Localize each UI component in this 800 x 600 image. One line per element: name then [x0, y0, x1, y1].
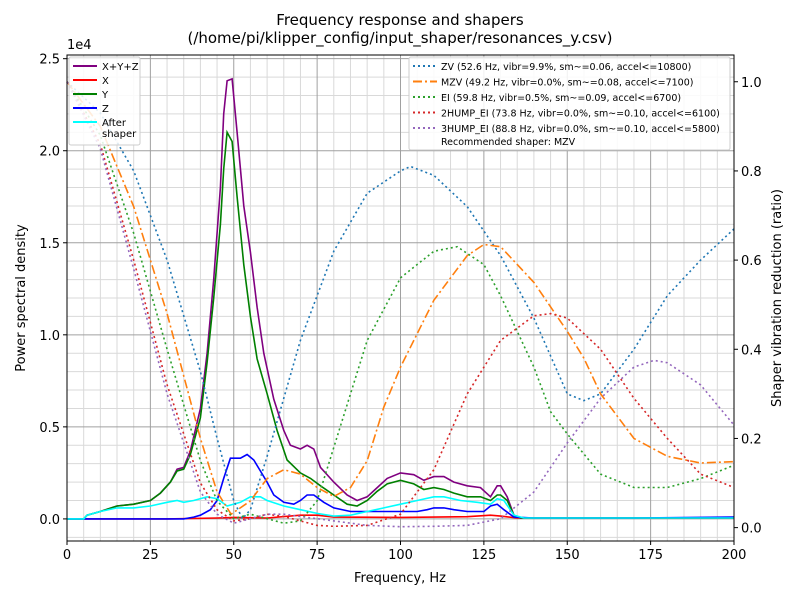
- x-tick-label: 200: [722, 548, 747, 563]
- y-tick-label: 2.5: [39, 53, 60, 68]
- x-tick-label: 125: [471, 548, 496, 563]
- y-tick-label: 0.5: [39, 421, 60, 436]
- legend-psd-label: X: [102, 76, 109, 87]
- shaper-series-line: [66, 81, 735, 516]
- legend-shaper-label: ZV (52.6 Hz, vibr=9.9%, sm~=0.06, accel<…: [441, 62, 691, 73]
- x-tick-label: 25: [142, 548, 159, 563]
- y-axis-left: 0.0 0.5 1.0 1.5 2.0 2.5: [39, 53, 67, 528]
- y-axis-label: Power spectral density: [14, 224, 29, 372]
- y-axis-right: 0.0 0.2 0.4 0.6 0.8 1.0: [734, 76, 762, 537]
- y2-tick-label: 0.2: [741, 432, 762, 447]
- legend-recommended-shaper: Recommended shaper: MZV: [441, 137, 576, 148]
- x-tick-label: 150: [555, 548, 580, 563]
- legend-shaper-label: MZV (49.2 Hz, vibr=0.0%, sm~=0.08, accel…: [441, 78, 693, 89]
- legend-shaper-label: EI (59.8 Hz, vibr=0.5%, sm~=0.09, accel<…: [441, 93, 681, 104]
- y2-tick-label: 0.6: [741, 254, 762, 269]
- chart-subtitle: (/home/pi/klipper_config/input_shaper/re…: [187, 29, 612, 48]
- x-tick-label: 75: [309, 548, 326, 563]
- legend-shaper-label: 2HUMP_EI (73.8 Hz, vibr=0.0%, sm~=0.10, …: [441, 109, 720, 120]
- chart-title: Frequency response and shapers: [276, 11, 524, 29]
- y2-axis-label: Shaper vibration reduction (ratio): [770, 189, 785, 407]
- x-axis: 0 25 50 75 100 125 150 175 200: [63, 541, 747, 563]
- y-offset-label: 1e4: [67, 38, 92, 53]
- psd-lines: [67, 77, 735, 520]
- legend-psd-label: shaper: [102, 129, 137, 140]
- psd-series-line: [67, 129, 734, 520]
- psd-series-line: [67, 453, 735, 520]
- legend-psd-label: X+Y+Z: [102, 62, 139, 73]
- y2-tick-label: 0.8: [741, 165, 762, 180]
- legend-psd-label: After: [102, 118, 127, 129]
- y2-tick-label: 0.0: [741, 522, 762, 537]
- y-tick-label: 1.5: [39, 237, 60, 252]
- psd-series-line: [67, 495, 734, 520]
- y2-tick-label: 1.0: [741, 76, 762, 91]
- shaper-series-line: [66, 81, 735, 528]
- legend-shapers-box: [408, 56, 731, 151]
- y-tick-label: 2.0: [39, 145, 60, 160]
- x-tick-label: 0: [63, 548, 71, 563]
- y-tick-label: 1.0: [39, 329, 60, 344]
- legend-shaper-label: 3HUMP_EI (88.8 Hz, vibr=0.0%, sm~=0.10, …: [441, 124, 720, 135]
- y-tick-label: 0.0: [39, 513, 60, 528]
- x-tick-label: 175: [638, 548, 663, 563]
- legend-psd-label: Z: [102, 104, 109, 115]
- x-tick-label: 100: [388, 548, 413, 563]
- shaper-lines: [66, 81, 735, 528]
- x-tick-label: 50: [225, 548, 242, 563]
- legend-shapers: Recommended shaper: MZV ZV (52.6 Hz, vib…: [408, 56, 731, 151]
- shaper-series-line: [66, 81, 735, 521]
- legend-psd-label: Y: [101, 90, 109, 101]
- x-axis-label: Frequency, Hz: [354, 571, 446, 586]
- y2-tick-label: 0.4: [741, 343, 762, 358]
